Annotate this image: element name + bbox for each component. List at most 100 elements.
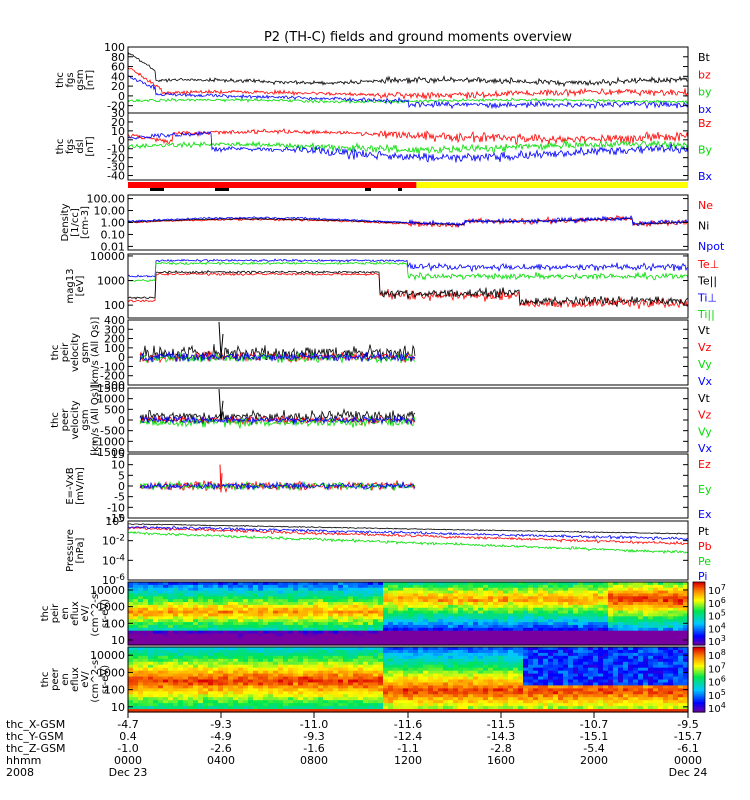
heatmap-cell [418, 694, 424, 698]
heatmap-cell [223, 661, 229, 666]
heatmap-cell [183, 636, 189, 640]
heatmap-cell [608, 633, 614, 638]
heatmap-cell [313, 610, 319, 615]
heatmap-cell [463, 676, 469, 681]
heatmap-cell [588, 700, 594, 704]
heatmap-cell [208, 627, 214, 632]
heatmap-cell [243, 607, 249, 612]
heatmap-cell [218, 610, 224, 615]
heatmap-cell [328, 622, 334, 626]
heatmap-cell [398, 647, 404, 651]
heatmap-cell [618, 679, 624, 684]
heatmap-cell [328, 630, 334, 635]
heatmap-cell [273, 652, 279, 657]
heatmap-cell [558, 596, 564, 600]
heatmap-cell [163, 697, 169, 701]
heatmap-cell [663, 604, 669, 609]
heatmap-cell [608, 624, 614, 629]
heatmap-cell [238, 700, 244, 704]
heatmap-cell [493, 664, 499, 669]
heatmap-cell [213, 587, 219, 592]
heatmap-cell [203, 673, 209, 678]
heatmap-cell [513, 655, 519, 660]
heatmap-cell [148, 639, 154, 643]
heatmap-cell [183, 616, 189, 620]
heatmap-cell [393, 616, 399, 620]
heatmap-cell [158, 652, 164, 657]
heatmap-cell [468, 607, 474, 612]
heatmap-cell [543, 619, 549, 623]
heatmap-cell [483, 599, 489, 603]
heatmap-cell [598, 627, 604, 632]
heatmap-cell [458, 582, 464, 586]
heatmap-cell [208, 613, 214, 617]
heatmap-cell [483, 673, 489, 678]
heatmap-cell [373, 590, 379, 595]
heatmap-cell [483, 596, 489, 600]
heatmap-cell [283, 582, 289, 586]
heatmap-cell [618, 664, 624, 669]
heatmap-cell [158, 582, 164, 586]
heatmap-cell [538, 691, 544, 695]
heatmap-cell [393, 682, 399, 686]
heatmap-cell [163, 685, 169, 689]
heatmap-cell [528, 599, 534, 603]
heatmap-cell [588, 622, 594, 626]
heatmap-cell [468, 703, 474, 707]
heatmap-cell [303, 673, 309, 678]
heatmap-cell [208, 697, 214, 701]
heatmap-cell [448, 599, 454, 603]
heatmap-cell [463, 673, 469, 678]
heatmap-cell [183, 682, 189, 686]
heatmap-cell [598, 596, 604, 600]
heatmap-cell [368, 682, 374, 686]
heatmap-cell [678, 627, 684, 632]
heatmap-cell [448, 682, 454, 686]
heatmap-cell [643, 610, 649, 615]
heatmap-cell [218, 649, 224, 654]
heatmap-cell [493, 697, 499, 701]
heatmap-cell [163, 596, 169, 600]
heatmap-cell [358, 622, 364, 626]
heatmap-cell [148, 694, 154, 698]
heatmap-cell [308, 636, 314, 640]
heatmap-cell [263, 604, 269, 609]
heatmap-cell [563, 596, 569, 600]
heatmap-cell [518, 688, 524, 692]
heatmap-cell [288, 661, 294, 666]
heatmap-cell [138, 700, 144, 704]
heatmap-cell [493, 649, 499, 654]
heatmap-cell [603, 630, 609, 635]
heatmap-cell [388, 639, 394, 643]
heatmap-cell [243, 584, 249, 589]
heatmap-cell [368, 667, 374, 672]
heatmap-cell [323, 697, 329, 701]
heatmap-cell [233, 679, 239, 684]
heatmap-cell [453, 639, 459, 643]
heatmap-cell [508, 630, 514, 635]
heatmap-cell [413, 599, 419, 603]
heatmap-cell [378, 596, 384, 600]
heatmap-cell [203, 664, 209, 669]
heatmap-cell [593, 655, 599, 660]
heatmap-cell [373, 619, 379, 623]
heatmap-cell [593, 599, 599, 603]
heatmap-cell [168, 691, 174, 695]
heatmap-cell [273, 673, 279, 678]
heatmap-cell [328, 661, 334, 666]
colorbar-label: 107 [708, 583, 726, 597]
heatmap-cell [253, 649, 259, 654]
heatmap-cell [128, 636, 134, 640]
heatmap-cell [128, 616, 134, 620]
heatmap-cell [493, 652, 499, 657]
heatmap-cell [503, 694, 509, 698]
heatmap-cell [413, 622, 419, 626]
heatmap-cell [538, 616, 544, 620]
heatmap-cell [608, 703, 614, 707]
heatmap-cell [193, 676, 199, 681]
heatmap-cell [143, 679, 149, 684]
heatmap-cell [133, 587, 139, 592]
heatmap-cell [668, 587, 674, 592]
heatmap-cell [128, 590, 134, 595]
heatmap-cell [548, 613, 554, 617]
